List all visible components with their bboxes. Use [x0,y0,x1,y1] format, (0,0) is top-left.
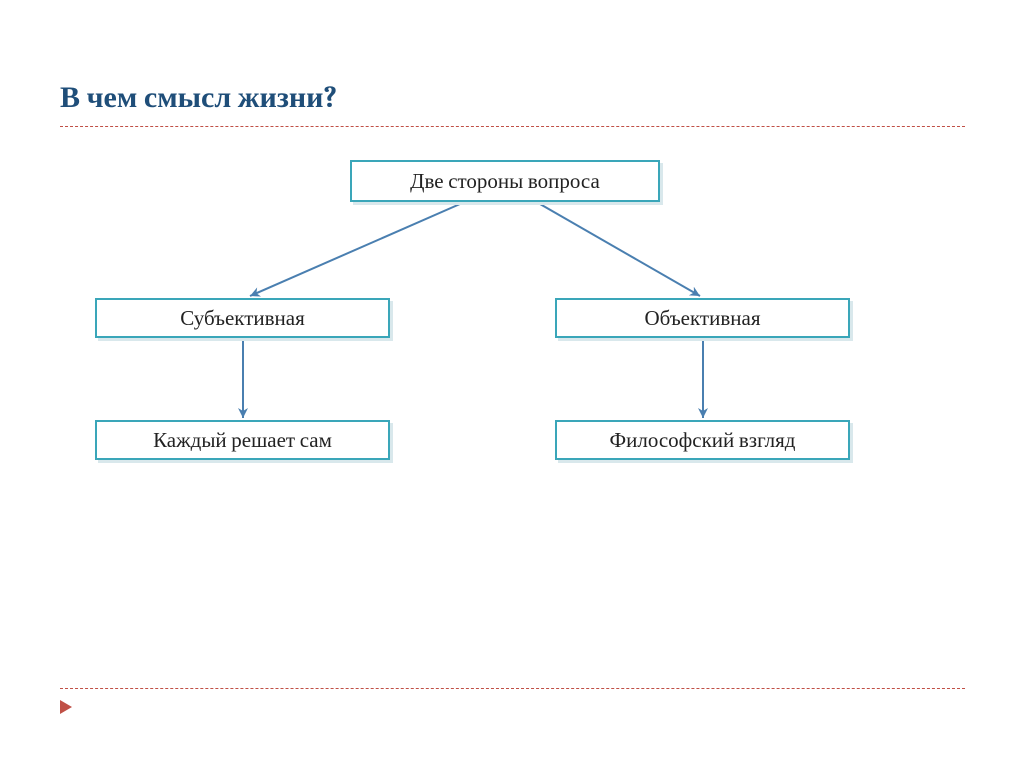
edge-root-left1 [250,204,460,296]
connector-layer [0,0,1024,768]
node-label-right1: Объективная [645,306,761,331]
footer-marker-icon [60,700,72,714]
edge-root-right1 [540,204,700,296]
node-label-left2: Каждый решает сам [153,428,332,453]
divider-top [60,126,965,127]
node-left2: Каждый решает сам [95,420,390,460]
node-right1: Объективная [555,298,850,338]
node-left1: Субъективная [95,298,390,338]
node-label-root: Две стороны вопроса [410,169,600,194]
node-label-right2: Философский взгляд [610,428,796,453]
divider-bottom [60,688,965,689]
node-root: Две стороны вопроса [350,160,660,202]
node-right2: Философский взгляд [555,420,850,460]
page-title: В чем смысл жизни? [60,80,337,115]
node-label-left1: Субъективная [180,306,305,331]
